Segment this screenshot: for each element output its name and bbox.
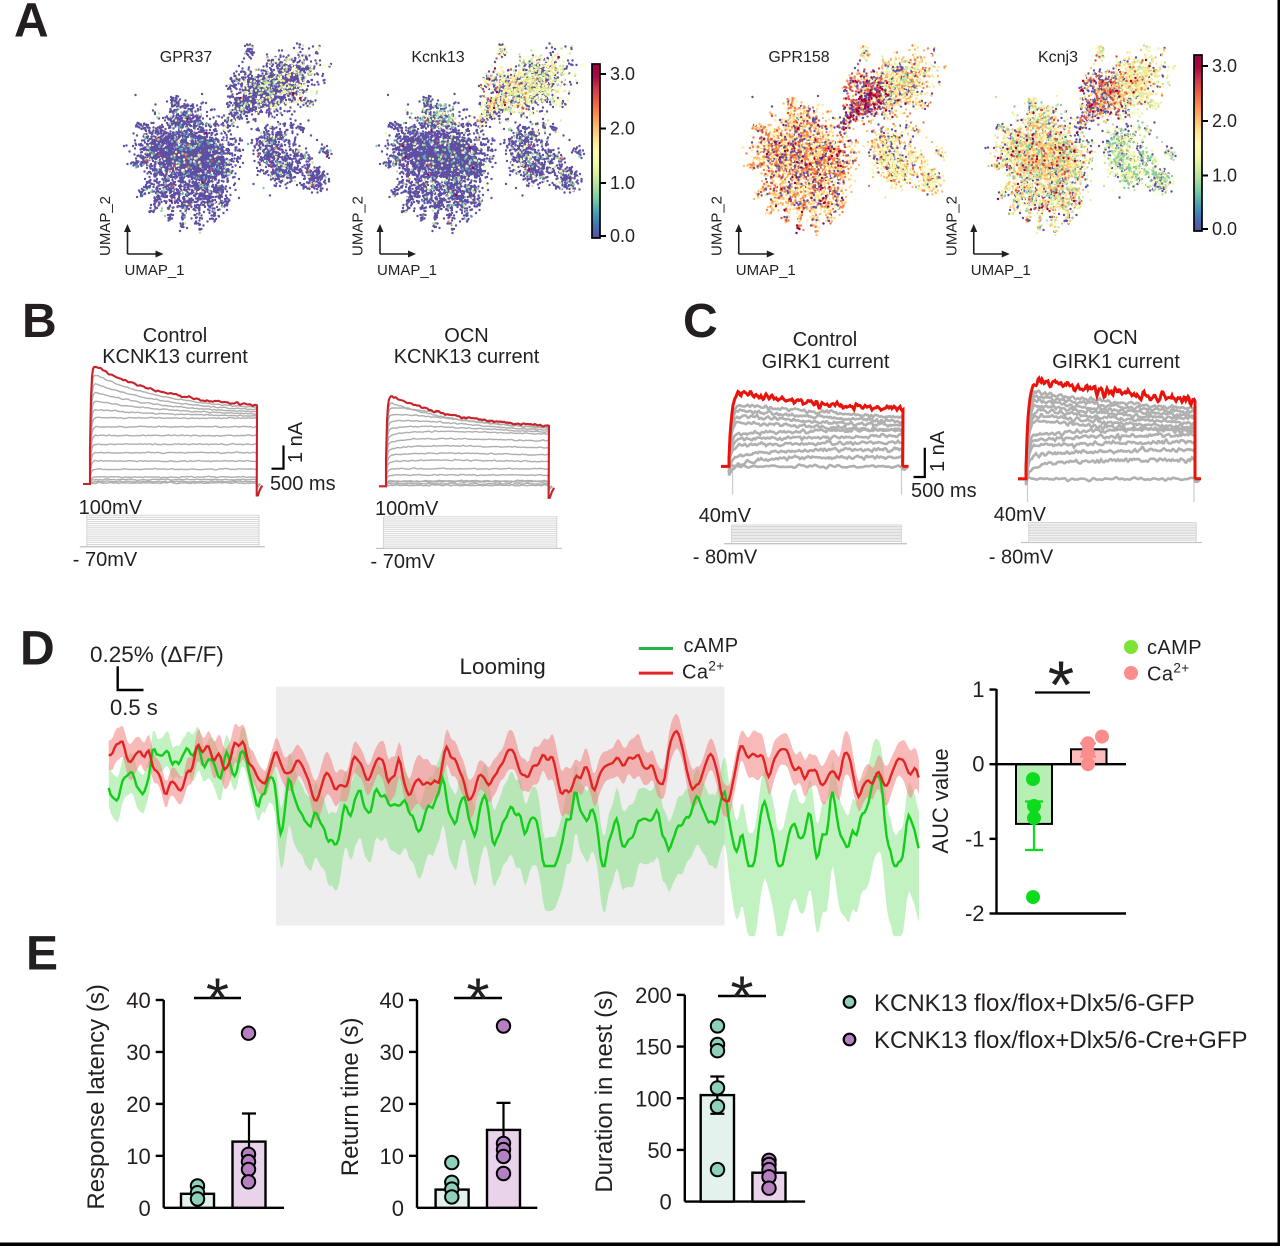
- svg-text:KCNK13 current: KCNK13 current: [394, 346, 540, 368]
- svg-text:D: D: [20, 623, 55, 676]
- svg-text:- 80mV: - 80mV: [989, 547, 1054, 569]
- svg-text:0.0: 0.0: [610, 226, 635, 246]
- svg-text:40: 40: [126, 988, 150, 1013]
- svg-text:2.0: 2.0: [1212, 111, 1237, 131]
- svg-text:50: 50: [647, 1138, 671, 1163]
- svg-text:E: E: [26, 928, 58, 981]
- svg-text:100: 100: [635, 1086, 672, 1111]
- svg-text:KCNK13 current: KCNK13 current: [102, 346, 248, 368]
- svg-text:30: 30: [380, 1040, 404, 1065]
- svg-text:0.25% (ΔF/F): 0.25% (ΔF/F): [90, 642, 224, 667]
- svg-text:Control: Control: [143, 325, 207, 347]
- svg-text:100mV: 100mV: [375, 498, 439, 520]
- svg-text:0.0: 0.0: [1212, 219, 1237, 239]
- svg-text:A: A: [14, 0, 49, 48]
- svg-text:1 nA: 1 nA: [285, 421, 307, 463]
- svg-text:*: *: [206, 966, 229, 1032]
- svg-text:Response latency (s): Response latency (s): [83, 984, 110, 1209]
- svg-text:UMAP_2: UMAP_2: [350, 196, 367, 256]
- svg-text:1: 1: [972, 677, 984, 702]
- svg-text:GPR158: GPR158: [768, 49, 829, 66]
- svg-text:40: 40: [380, 988, 404, 1013]
- svg-text:0.5 s: 0.5 s: [110, 695, 158, 720]
- svg-text:10: 10: [380, 1144, 404, 1169]
- svg-text:20: 20: [380, 1092, 404, 1117]
- svg-text:OCN: OCN: [444, 325, 488, 347]
- svg-text:GPR37: GPR37: [160, 49, 213, 66]
- svg-text:Return time (s): Return time (s): [337, 1018, 364, 1177]
- svg-text:- 70mV: - 70mV: [73, 549, 138, 571]
- svg-text:*: *: [467, 966, 490, 1032]
- svg-text:*: *: [731, 964, 754, 1030]
- svg-text:cAMP: cAMP: [1147, 637, 1202, 659]
- svg-text:UMAP_2: UMAP_2: [97, 196, 114, 256]
- svg-text:500 ms: 500 ms: [911, 480, 977, 502]
- svg-text:UMAP_1: UMAP_1: [125, 262, 185, 279]
- svg-text:Looming: Looming: [459, 654, 545, 679]
- svg-text:cAMP: cAMP: [684, 635, 739, 657]
- svg-text:40mV: 40mV: [699, 505, 752, 527]
- svg-text:KCNK13 flox/flox+Dlx5/6-GFP: KCNK13 flox/flox+Dlx5/6-GFP: [874, 990, 1195, 1017]
- svg-text:10: 10: [126, 1144, 150, 1169]
- svg-text:1.0: 1.0: [1212, 166, 1237, 186]
- svg-text:0: 0: [660, 1190, 672, 1215]
- svg-text:40mV: 40mV: [994, 504, 1047, 526]
- svg-text:AUC value: AUC value: [928, 748, 953, 853]
- svg-text:1.0: 1.0: [610, 173, 635, 193]
- svg-text:200: 200: [635, 983, 672, 1008]
- svg-text:30: 30: [126, 1040, 150, 1065]
- svg-text:0: 0: [392, 1196, 404, 1221]
- svg-text:UMAP_2: UMAP_2: [943, 196, 960, 256]
- svg-text:0: 0: [972, 752, 984, 777]
- svg-text:UMAP_1: UMAP_1: [736, 262, 796, 279]
- svg-text:-1: -1: [965, 826, 985, 851]
- svg-text:KCNK13 flox/flox+Dlx5/6-Cre+GF: KCNK13 flox/flox+Dlx5/6-Cre+GFP: [874, 1027, 1247, 1054]
- svg-text:Kcnk13: Kcnk13: [411, 49, 464, 66]
- svg-text:UMAP_2: UMAP_2: [708, 196, 725, 256]
- svg-text:Duration in nest (s): Duration in nest (s): [591, 990, 618, 1193]
- svg-text:0: 0: [138, 1196, 150, 1221]
- svg-text:2.0: 2.0: [610, 119, 635, 139]
- svg-text:3.0: 3.0: [610, 64, 635, 84]
- svg-text:*: *: [1048, 647, 1074, 723]
- svg-text:B: B: [22, 295, 57, 348]
- svg-text:1 nA: 1 nA: [927, 430, 949, 472]
- svg-text:3.0: 3.0: [1212, 56, 1237, 76]
- svg-text:500 ms: 500 ms: [270, 473, 336, 495]
- svg-text:Control: Control: [793, 329, 857, 351]
- svg-text:OCN: OCN: [1093, 327, 1137, 349]
- svg-text:C: C: [683, 295, 718, 348]
- svg-text:- 70mV: - 70mV: [371, 551, 436, 573]
- svg-text:GIRK1 current: GIRK1 current: [1052, 351, 1180, 373]
- svg-text:GIRK1 current: GIRK1 current: [762, 351, 890, 373]
- svg-text:100mV: 100mV: [79, 497, 143, 519]
- svg-text:- 80mV: - 80mV: [693, 547, 758, 569]
- svg-text:-2: -2: [965, 901, 985, 926]
- svg-text:Kcnj3: Kcnj3: [1038, 49, 1078, 66]
- svg-text:UMAP_1: UMAP_1: [971, 262, 1031, 279]
- svg-text:20: 20: [126, 1092, 150, 1117]
- svg-text:UMAP_1: UMAP_1: [377, 262, 437, 279]
- svg-text:150: 150: [635, 1035, 672, 1060]
